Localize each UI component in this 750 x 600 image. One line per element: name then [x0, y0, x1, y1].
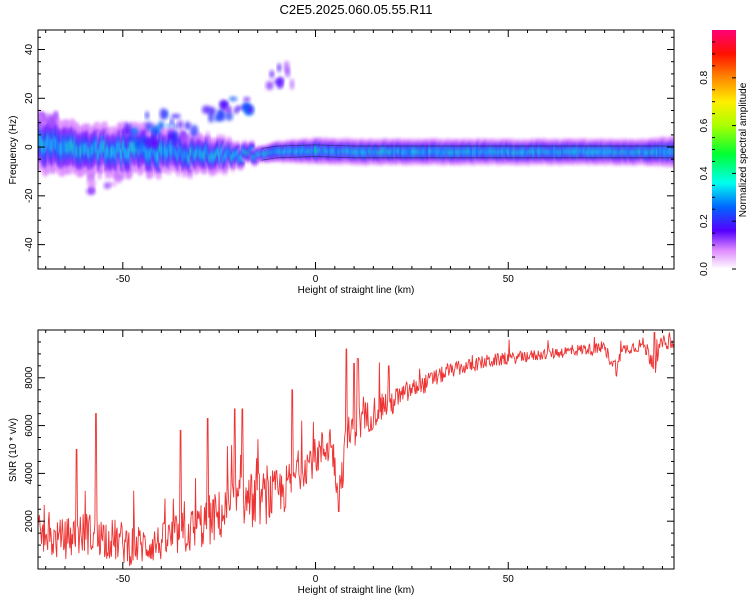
heatmap-blob [159, 108, 167, 120]
heatmap-blob [214, 114, 221, 122]
snr-line-layer [38, 331, 674, 567]
heatmap-blob [134, 138, 142, 149]
heatmap-blob [289, 78, 295, 90]
snr-ytick-label: 4000 [24, 462, 35, 485]
snr-ytick-label: 6000 [24, 414, 35, 437]
heatmap-blob [113, 172, 123, 184]
heatmap-blob [126, 136, 135, 141]
heatmap-blob [123, 127, 133, 136]
heatmap-blob [285, 67, 291, 78]
colorbar-tick-label: 0.8 [699, 70, 710, 84]
heatmap-blob [145, 111, 150, 120]
heatmap-blob [234, 107, 239, 114]
heatmap-blob [269, 70, 275, 79]
snr-panel: -50 0 50 2000 4000 6000 8000 Height of straigh… [8, 329, 675, 596]
heatmap-blob [167, 133, 176, 140]
heatmap-blob [130, 127, 139, 136]
heatmap-blob [158, 120, 165, 129]
heatmap-blob [53, 111, 59, 120]
snr-xtick-label: -50 [116, 574, 131, 585]
heatmap-blob [145, 121, 153, 131]
snr-series-line [38, 331, 674, 567]
heatmap-blob [26, 117, 35, 124]
heatmap-blob [265, 80, 274, 91]
heatmap-blob [190, 124, 199, 137]
colorbar: 0.0 0.2 0.4 0.6 0.8 Normalized spectral ampl… [699, 30, 749, 276]
heatmap-blob [208, 112, 215, 123]
colorbar-tick-label: 0.4 [699, 166, 710, 180]
heatmap-blob [218, 110, 226, 122]
heatmap-blob [177, 120, 184, 130]
heatmap-ticks: -50 0 50 -40 -20 0 20 40 [24, 30, 674, 285]
colorbar-label: Normalized spectral amplitude [738, 82, 749, 217]
heatmap-blob [169, 118, 174, 126]
snr-xtick-label: 50 [503, 574, 515, 585]
heatmap-blob [170, 113, 181, 119]
heatmap-ytick-label: -40 [24, 237, 35, 252]
heatmap-blob [38, 113, 45, 124]
heatmap-ytick-label: -20 [24, 188, 35, 203]
heatmap-xtick-label: -50 [116, 274, 131, 285]
colorbar-gradient [712, 30, 736, 269]
heatmap-blob [38, 122, 43, 131]
figure-title: C2E5.2025.060.05.55.R11 [280, 2, 433, 17]
snr-ytick-label: 8000 [24, 366, 35, 389]
heatmap-blob [86, 187, 96, 195]
heatmap-blob [224, 105, 233, 114]
heatmap-cells [26, 60, 674, 195]
heatmap-blob [43, 125, 50, 131]
heatmap-ytick-label: 40 [24, 44, 35, 56]
colorbar-tick-label: 0.6 [699, 118, 710, 132]
heatmap-blob [242, 102, 250, 110]
heatmap-axes-frame [37, 29, 675, 270]
heatmap-blob [277, 63, 282, 73]
heatmap-blob [179, 131, 190, 143]
heatmap-blob [278, 82, 284, 88]
heatmap-ytick-label: 0 [24, 144, 35, 150]
heatmap-blob [220, 100, 227, 112]
heatmap-xlabel: Height of straight line (km) [298, 285, 415, 296]
heatmap-xtick-label: 50 [503, 274, 515, 285]
heatmap-ridge-edge [261, 156, 674, 161]
heatmap-blob [224, 111, 233, 121]
snr-xtick-label: 0 [313, 574, 319, 585]
heatmap-panel: -50 0 50 -40 -20 0 20 40 Height of straight lin… [8, 29, 675, 296]
heatmap-blob [184, 121, 191, 130]
heatmap-blob [148, 138, 159, 149]
heatmap-blob [228, 96, 238, 102]
heatmap-ytick-label: 20 [24, 92, 35, 104]
colorbar-ticks: 0.0 0.2 0.4 0.6 0.8 [699, 41, 736, 276]
heatmap-xtick-label: 0 [313, 274, 319, 285]
colorbar-tick-label: 0.0 [699, 262, 710, 276]
heatmap-ridge-edge [261, 144, 674, 149]
heatmap-blob [273, 79, 283, 85]
heatmap-blob [103, 182, 111, 190]
heatmap-cell [671, 148, 674, 156]
heatmap-blob [152, 128, 159, 140]
heatmap-blob [86, 171, 95, 182]
snr-ticks: -50 0 50 2000 4000 6000 8000 [24, 329, 674, 585]
snr-xlabel: Height of straight line (km) [298, 585, 415, 596]
colorbar-tick-label: 0.2 [699, 214, 710, 228]
heatmap-blob [173, 123, 178, 129]
heatmap-blob [166, 123, 171, 128]
snr-ytick-label: 2000 [24, 510, 35, 533]
heatmap-ylabel: Frequency (Hz) [8, 116, 19, 185]
heatmap-blob [243, 97, 251, 102]
heatmap-blob [141, 136, 150, 147]
heatmap-blob [124, 122, 132, 130]
snr-ylabel: SNR (10 * v/v) [8, 418, 19, 482]
